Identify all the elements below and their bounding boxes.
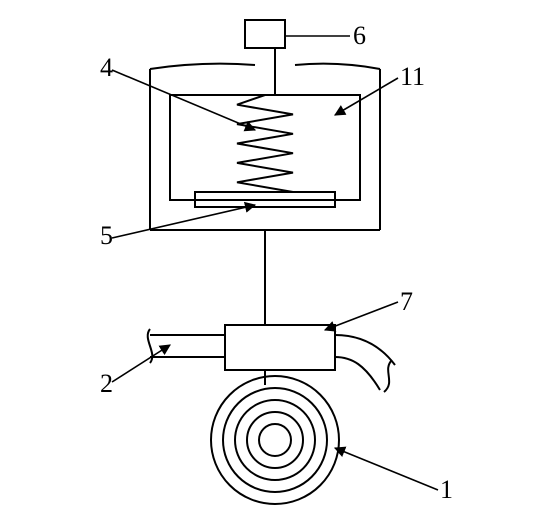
diagram-canvas: 1 2 4 5 6 7 11 (0, 0, 541, 524)
label-4: 4 (100, 53, 113, 82)
label-6: 6 (353, 21, 366, 50)
label-7: 7 (400, 287, 413, 316)
leader-l2 (112, 345, 170, 382)
callout-labels: 1 2 4 5 6 7 11 (100, 21, 453, 504)
leader-l4 (112, 70, 255, 130)
label-5: 5 (100, 221, 113, 250)
label-2: 2 (100, 369, 113, 398)
mechanical-drawing (148, 20, 395, 504)
leader-l1 (335, 448, 438, 490)
label-1: 1 (440, 475, 453, 504)
label-11: 11 (400, 62, 425, 91)
leader-lines (112, 36, 438, 490)
leader-l5 (112, 205, 255, 238)
leader-l11 (335, 78, 398, 115)
leader-l7 (325, 302, 398, 330)
